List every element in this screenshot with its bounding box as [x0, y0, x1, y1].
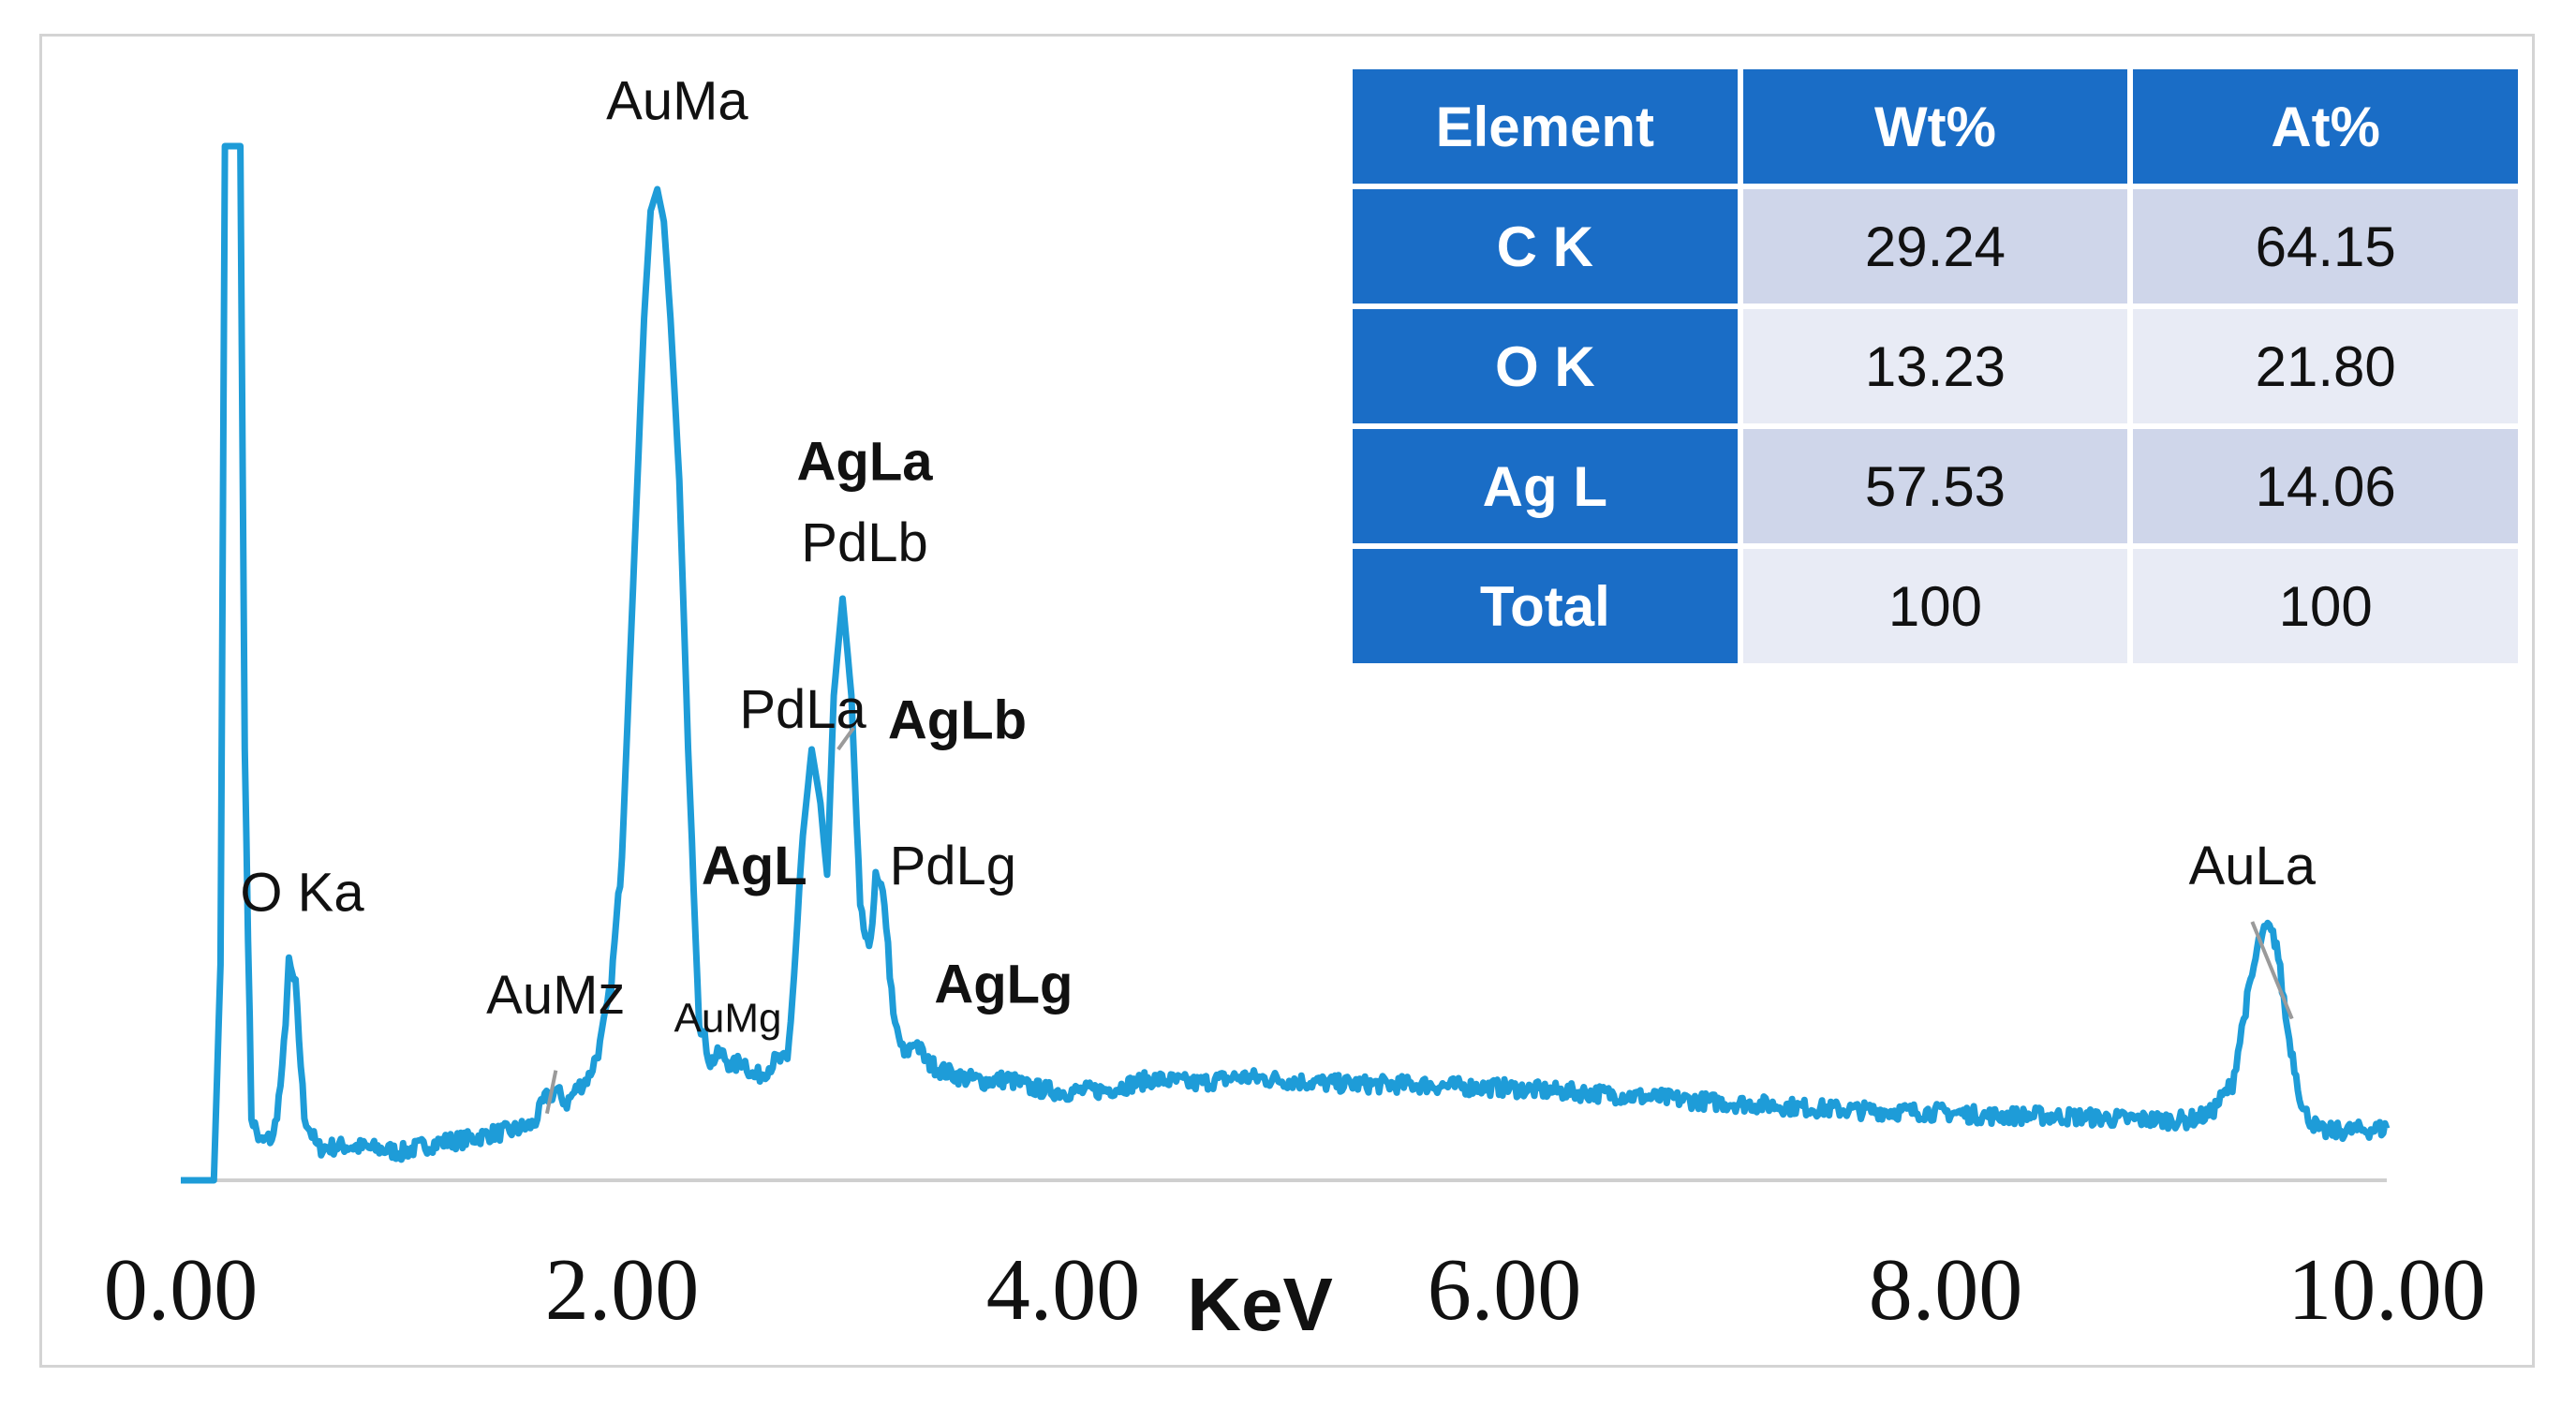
table-header-row: Element Wt% At%: [1353, 69, 2518, 184]
composition-table: Element Wt% At% C K 29.24 64.15 O K 13.2…: [1347, 64, 2524, 669]
x-tick-label: 8.00: [1869, 1241, 2023, 1339]
peak-label: O Ka: [240, 863, 364, 924]
cell-at-percent: 14.06: [2133, 429, 2518, 543]
peak-label: PdLg: [890, 836, 1016, 896]
peak-label: AuMz: [486, 965, 625, 1026]
header-element: Element: [1353, 69, 1738, 184]
x-tick-label: 0.00: [104, 1241, 259, 1339]
peak-label: PdLa: [739, 679, 866, 740]
cell-at-percent: 21.80: [2133, 309, 2518, 423]
peak-leader-line: [544, 1070, 558, 1115]
peak-label: AgL: [702, 836, 807, 896]
x-tick-label: 2.00: [545, 1241, 700, 1339]
peak-label: AgLa: [797, 432, 934, 493]
peak-label: AuMa: [606, 70, 748, 131]
peak-label: AuMg: [674, 995, 782, 1041]
peak-label-layer: O Ka AuMa AuMz AuMg AgLa PdLb PdLa AgLb AgL PdLg A…: [240, 70, 2316, 1041]
cell-element: O K: [1353, 309, 1738, 423]
cell-at-percent: 100: [2133, 549, 2518, 663]
x-tick-layer: 0.00 2.00 4.00 6.00 8.00 10.00: [104, 1241, 2486, 1339]
cell-element: Total: [1353, 549, 1738, 663]
table-row: C K 29.24 64.15: [1353, 189, 2518, 304]
spectrum-series-line: [179, 142, 2391, 1184]
cell-wt-percent: 57.53: [1742, 429, 2128, 543]
peak-label: AgLg: [934, 954, 1073, 1015]
table-row: O K 13.23 21.80: [1353, 309, 2518, 423]
series-layer: [179, 142, 2391, 1184]
cell-at-percent: 64.15: [2133, 189, 2518, 304]
peak-label: PdLb: [801, 512, 927, 573]
peak-leader-line: [2250, 921, 2294, 1020]
cell-element: Ag L: [1353, 429, 1738, 543]
header-at-percent: At%: [2133, 69, 2518, 184]
cell-element: C K: [1353, 189, 1738, 304]
x-tick-label: 10.00: [2287, 1241, 2486, 1339]
cell-wt-percent: 100: [1742, 549, 2128, 663]
table-row: Ag L 57.53 14.06: [1353, 429, 2518, 543]
x-axis-title: KeV: [1187, 1263, 1333, 1346]
peak-leader-line: [836, 726, 855, 751]
peak-label: AgLb: [888, 690, 1027, 751]
table-row: Total 100 100: [1353, 549, 2518, 663]
header-wt-percent: Wt%: [1742, 69, 2128, 184]
peak-label: AuLa: [2189, 836, 2317, 896]
x-tick-label: 6.00: [1428, 1241, 1582, 1339]
cell-wt-percent: 13.23: [1742, 309, 2128, 423]
x-tick-label: 4.00: [986, 1241, 1141, 1339]
cell-wt-percent: 29.24: [1742, 189, 2128, 304]
